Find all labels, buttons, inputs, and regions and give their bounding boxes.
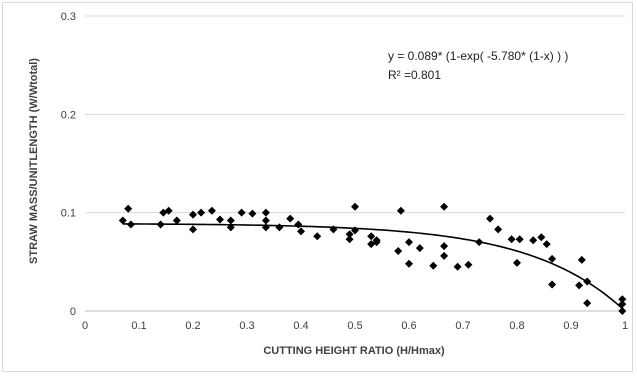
data-point [197,208,206,217]
y-tick-labels: 0 0.1 0.2 0.3 [61,11,76,318]
data-point [537,233,546,242]
y-tick-label: 0.1 [61,208,76,220]
data-point [261,208,270,217]
data-point [261,223,270,232]
data-point [345,235,354,244]
data-point [286,214,295,223]
data-point [618,300,627,309]
data-points [118,202,627,315]
equation-label: y = 0.089* (1-exp( -5.780* (1-x) ) ) [388,49,568,63]
y-tick-label: 0 [70,306,76,318]
data-point [583,277,592,286]
y-tick-label: 0.2 [61,109,76,121]
x-tick-labels: 0 0.1 0.2 0.3 0.4 0.5 0.6 0.7 0.8 0.9 1 [82,320,628,332]
data-point [486,214,494,223]
gridlines [85,15,625,214]
data-point [513,258,521,267]
data-point [475,238,484,247]
data-point [548,254,557,263]
x-tick-label: 0.6 [401,320,416,332]
data-point [618,307,627,315]
data-point [237,208,246,217]
data-point [275,223,284,232]
data-point [189,225,197,234]
data-point [313,232,322,241]
data-point [494,225,503,234]
data-point [515,235,524,244]
data-point [507,235,516,244]
data-point [189,210,197,219]
y-axis-title: STRAW MASS/UNITLENGTH (W/Wtotal) [28,58,40,264]
data-point [618,295,627,304]
x-tick-label: 0.3 [239,320,254,332]
data-point [329,225,338,234]
data-point [261,216,270,225]
data-point [405,259,413,268]
chart-frame [2,2,633,372]
data-point [405,238,413,247]
data-point [294,220,303,229]
data-point [156,220,165,229]
x-tick-label: 0.4 [293,320,308,332]
x-tick-label: 0.1 [131,320,146,332]
data-point [464,260,473,269]
x-tick-label: 0.9 [563,320,578,332]
data-point [351,202,359,211]
data-point [372,238,381,247]
data-point [345,230,354,239]
x-tick-label: 0.8 [509,320,524,332]
x-axis-title: CUTTING HEIGHT RATIO (H/Hmax) [263,345,445,357]
x-tick-label: 0.2 [185,320,200,332]
data-point [415,244,424,253]
fit-curve [122,223,626,312]
data-point [529,236,538,245]
data-point [297,227,305,236]
r-squared-label: R² =0.801 [388,68,441,82]
data-point [216,215,224,224]
y-tick-label: 0.3 [61,11,76,23]
data-point [351,226,359,235]
data-point [248,209,257,218]
data-point [118,216,127,225]
data-point [583,299,592,308]
data-point [226,216,235,225]
x-tick-label: 0.5 [347,320,362,332]
data-point [453,262,462,271]
data-point [440,202,449,211]
data-point [542,240,551,249]
data-point [226,223,235,232]
data-point [575,281,584,290]
data-point [396,206,405,215]
x-tick-label: 0 [82,320,88,332]
data-point [548,280,557,289]
data-point [124,204,133,213]
data-point [577,255,586,264]
data-point [172,216,181,225]
data-point [429,261,438,270]
data-point [440,251,449,260]
data-point [126,220,135,229]
data-point [367,232,376,241]
data-point [394,247,403,256]
x-tick-label: 1 [622,320,628,332]
data-point [440,242,449,251]
x-tick-label: 0.7 [455,320,470,332]
data-point [164,206,173,215]
data-point [207,206,216,215]
